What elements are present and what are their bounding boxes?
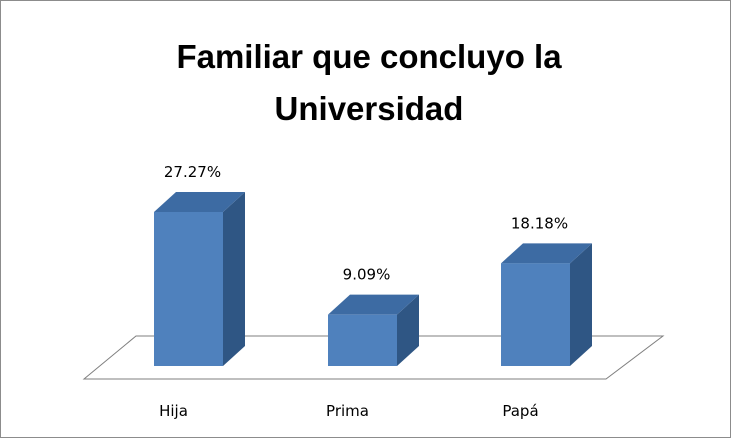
bar-side: [223, 192, 245, 366]
bar-top: [328, 294, 419, 315]
bar: [154, 212, 223, 366]
data-label: 18.18%: [511, 214, 568, 232]
x-tick-label: Hija: [159, 402, 188, 420]
x-tick-label: Prima: [326, 402, 369, 420]
bar-top: [501, 243, 592, 264]
data-label: 27.27%: [164, 163, 221, 181]
bar-top: [154, 192, 245, 212]
bar-side: [570, 243, 592, 366]
bar: [328, 314, 397, 366]
data-label: 9.09%: [343, 266, 391, 284]
bar: [501, 263, 570, 366]
chart-title: Familiar que concluyo la Universidad: [176, 38, 562, 127]
bar-side: [397, 294, 419, 366]
x-tick-label: Papá: [502, 402, 538, 420]
